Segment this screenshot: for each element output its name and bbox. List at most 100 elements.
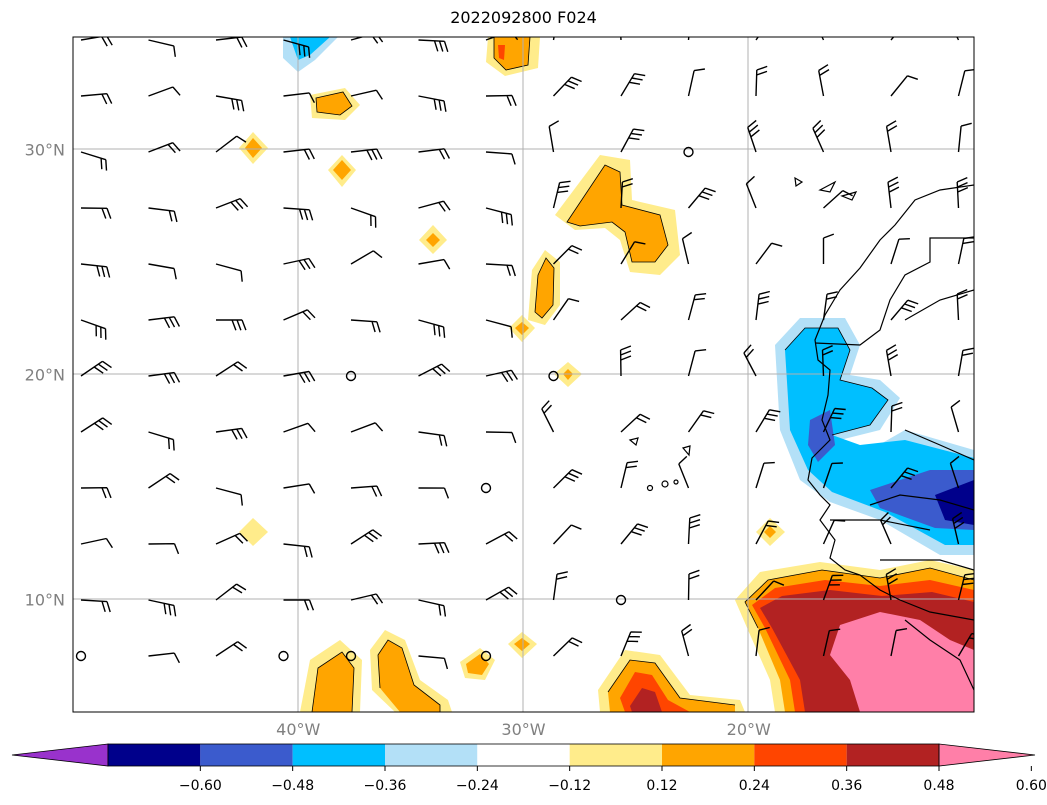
map-title: 2022092800 F024 <box>450 8 597 27</box>
lat-tick-label: 20°N <box>25 366 65 385</box>
wind-barb <box>148 86 181 97</box>
colorbar-bin <box>477 744 570 766</box>
wind-barb <box>821 37 825 41</box>
wind-barb <box>553 244 583 265</box>
wind-barb <box>148 473 180 489</box>
wind-barb <box>418 431 448 447</box>
wind-barb <box>80 207 112 219</box>
wind-barb <box>890 467 919 489</box>
wind-barb <box>215 361 248 377</box>
calm-wind-circle <box>278 650 289 662</box>
wind-barb <box>552 76 582 97</box>
wind-barb <box>620 523 649 545</box>
lon-tick-label: 20°W <box>727 720 771 739</box>
colorbar-tick-label: 0.60 <box>1016 778 1047 794</box>
wind-barb <box>620 73 646 97</box>
wind-barb <box>80 487 112 499</box>
wind-barb <box>890 628 908 657</box>
wind-barb <box>350 250 383 265</box>
wind-barb <box>552 180 571 209</box>
wind-barb <box>148 316 181 329</box>
wind-barb <box>485 531 518 545</box>
calm-wind-circle <box>480 482 492 494</box>
wind-barb <box>485 586 518 601</box>
colorbar-frame <box>107 743 940 767</box>
wind-barb <box>755 409 781 433</box>
colorbar-tick-label: 0.24 <box>739 778 770 794</box>
wind-barb <box>957 122 972 153</box>
wind-barb <box>552 571 568 601</box>
wind-barb <box>951 511 965 545</box>
wind-barb <box>885 120 898 153</box>
colorbar-tick-label: −0.36 <box>364 778 407 794</box>
wind-barb <box>956 37 960 41</box>
wind-barb <box>887 176 900 209</box>
lat-tick-labels: 30°N 20°N 10°N <box>25 141 65 610</box>
wind-barb <box>687 514 701 545</box>
wind-barb <box>283 543 313 558</box>
calm-wind-circle <box>683 146 694 158</box>
colorbar-bin <box>569 744 662 766</box>
wind-barb <box>687 569 700 601</box>
colorbar-extend-low <box>11 743 109 767</box>
colorbar-extend-high <box>938 743 1036 767</box>
wind-barb <box>418 655 449 670</box>
wind-barb <box>620 178 634 209</box>
wind-barb <box>283 92 316 104</box>
wind-barb <box>350 422 384 433</box>
wind-barb <box>885 568 898 601</box>
wind-barb <box>620 128 645 153</box>
wind-barb <box>957 236 974 265</box>
wind-barb <box>148 39 176 57</box>
wind-barb <box>822 233 835 264</box>
wind-barb <box>553 637 583 657</box>
colorbar: −0.60 −0.48 −0.36 −0.24 −0.12 0.12 0.24 0.36 0.4… <box>11 743 1047 794</box>
colorbar-bin <box>846 744 939 766</box>
wind-barb <box>215 263 243 282</box>
wind-barb <box>818 64 830 97</box>
wind-barb <box>755 290 770 321</box>
colorbar-bin <box>385 744 478 766</box>
wind-barb <box>283 422 316 433</box>
wind-barb <box>552 524 582 545</box>
wind-barb <box>745 175 757 209</box>
wind-barb <box>678 455 690 489</box>
lat-tick-label: 30°N <box>25 141 65 160</box>
wind-barb <box>956 176 969 209</box>
wind-barb <box>950 399 961 433</box>
wind-barb <box>148 371 181 384</box>
wind-barb <box>80 93 113 105</box>
wind-barb <box>548 120 560 153</box>
wind-barb <box>747 119 760 153</box>
wind-barb <box>485 369 518 383</box>
wind-barb <box>350 207 377 228</box>
colorbar-tick-label: −0.48 <box>271 778 314 794</box>
wind-barb <box>148 207 178 223</box>
lon-tick-labels: 40°W 30°W 20°W <box>276 720 771 739</box>
calm-wind-circle <box>615 594 627 606</box>
wind-barbs <box>75 37 974 670</box>
wind-barb <box>350 148 383 161</box>
calm-wind-circle <box>75 650 87 662</box>
wind-barb <box>687 37 690 41</box>
wind-barb <box>418 95 447 112</box>
wind-barb <box>553 469 583 489</box>
coastline <box>628 176 974 691</box>
lat-tick-label: 10°N <box>25 591 65 610</box>
calm-wind-circle <box>345 650 357 662</box>
wind-barb <box>350 37 384 44</box>
wind-barb <box>485 263 516 277</box>
wind-barb <box>283 309 316 321</box>
wind-barb <box>755 580 785 601</box>
wind-barb <box>755 626 770 657</box>
wind-barb <box>80 360 112 377</box>
wind-barb <box>890 299 919 321</box>
wind-barb <box>755 65 768 97</box>
calm-wind-circle <box>345 370 357 382</box>
wind-barb <box>80 263 111 278</box>
wind-barb <box>418 258 451 270</box>
wind-barb <box>620 37 622 41</box>
plot-frame <box>72 36 975 713</box>
contour-lines <box>311 37 974 712</box>
wind-barb <box>350 529 383 545</box>
